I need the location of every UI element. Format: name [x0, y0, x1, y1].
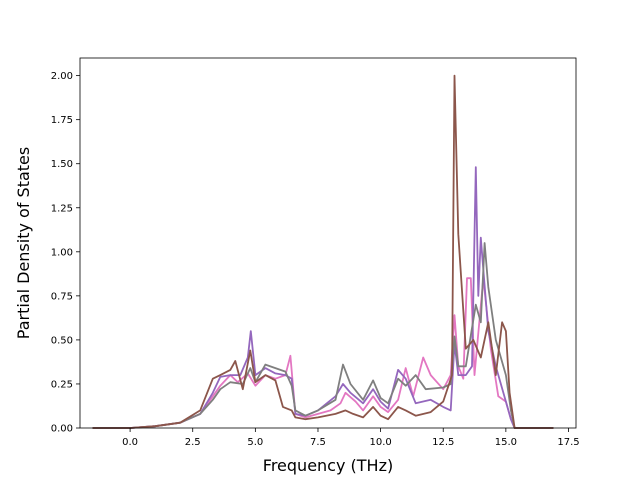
- x-tick-label: 5.0: [247, 437, 263, 448]
- plot-frame: [79, 57, 577, 429]
- series-line-2: [92, 166, 554, 429]
- y-tick-label: 1.25: [51, 203, 73, 214]
- plot-lines: [92, 74, 554, 429]
- x-tick-label: 15.0: [495, 437, 517, 448]
- y-tick-label: 1.75: [51, 115, 73, 126]
- y-tick-label: 1.50: [51, 159, 73, 170]
- x-tick-label: 17.5: [557, 437, 579, 448]
- y-tick-label: 2.00: [51, 71, 73, 82]
- y-axis-label: Partial Density of States: [14, 147, 33, 339]
- series-line-4: [92, 74, 554, 429]
- x-tick-label: 7.5: [310, 437, 326, 448]
- y-tick-label: 0.50: [51, 335, 73, 346]
- y-tick-label: 0.25: [51, 379, 73, 390]
- y-tick-label: 1.00: [51, 247, 73, 258]
- x-tick-label: 12.5: [432, 437, 454, 448]
- y-tick-label: 0.00: [51, 424, 73, 435]
- series-line-3: [92, 242, 554, 429]
- x-tick-label: 10.0: [369, 437, 391, 448]
- x-tick-label: 0.0: [122, 437, 138, 448]
- x-axis-ticks: 0.0 2.5 5.0 7.5 10.0 12.5 15.0 17.5: [122, 428, 580, 448]
- x-tick-label: 2.5: [185, 437, 201, 448]
- y-axis-ticks: 0.00 0.25 0.50 0.75 1.00 1.25 1.50 1.75 2.00: [51, 71, 80, 435]
- x-axis-label: Frequency (THz): [263, 456, 393, 475]
- y-tick-label: 0.75: [51, 291, 73, 302]
